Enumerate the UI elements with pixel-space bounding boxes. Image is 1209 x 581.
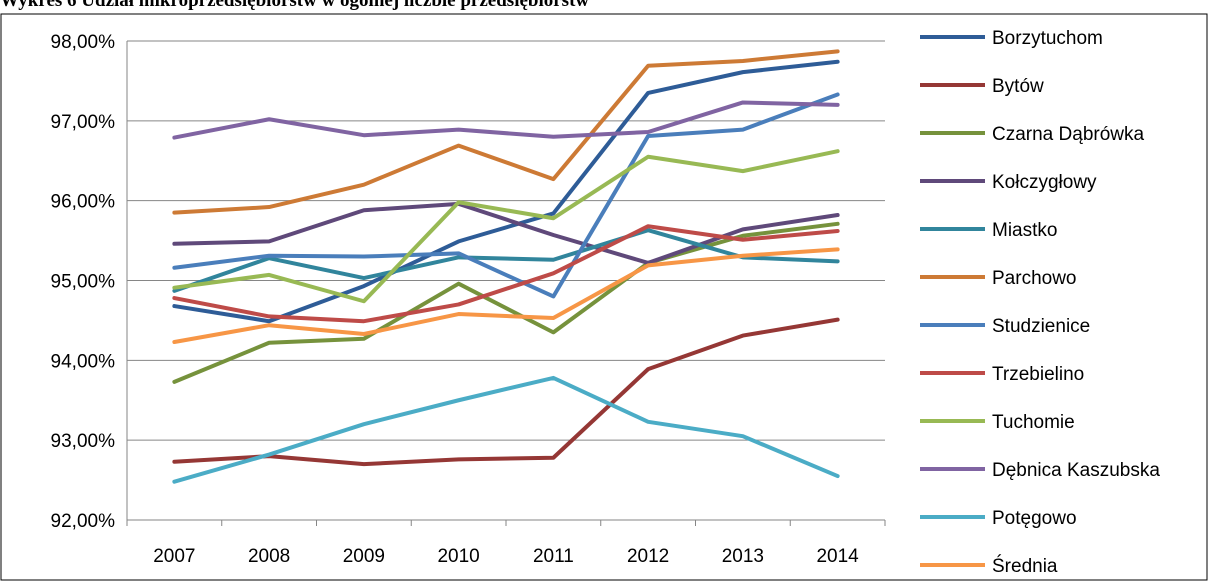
series-line <box>172 49 840 215</box>
series-line <box>172 59 840 324</box>
y-tick-label: 94,00% <box>51 351 116 372</box>
legend-label: Studzienice <box>992 316 1090 337</box>
legend-label: Parchowo <box>992 268 1077 289</box>
legend-label: Trzebielino <box>992 364 1084 385</box>
y-tick-label: 96,00% <box>51 192 116 213</box>
x-tick-label: 2010 <box>437 546 479 567</box>
series-line <box>172 201 840 265</box>
x-tick-label: 2011 <box>533 546 574 567</box>
chart-title: Wykres 6 Udział mikroprzedsiębiorstw w o… <box>0 0 589 11</box>
series-line <box>172 149 840 304</box>
series-line <box>172 247 840 344</box>
legend-label: Bytów <box>992 76 1044 97</box>
y-tick-label: 93,00% <box>51 431 116 452</box>
series-line <box>172 317 840 467</box>
series-line <box>172 100 840 140</box>
x-tick-label: 2013 <box>722 546 764 567</box>
series-line <box>172 224 840 324</box>
y-tick-label: 95,00% <box>51 272 116 293</box>
legend-label: Czarna Dąbrówka <box>992 124 1144 145</box>
x-tick-label: 2014 <box>816 546 859 567</box>
legend-label: Miastko <box>992 220 1057 241</box>
legend-label: Potęgowo <box>992 508 1077 529</box>
y-tick-label: 98,00% <box>51 32 116 53</box>
series-line <box>172 228 840 293</box>
legend-label: Średnia <box>992 555 1058 577</box>
legend-label: Kołczygłowy <box>992 172 1097 193</box>
y-tick-label: 92,00% <box>51 511 116 532</box>
x-tick-label: 2012 <box>627 546 669 567</box>
legend-label: Tuchomie <box>992 412 1075 433</box>
x-tick-label: 2008 <box>248 546 290 567</box>
x-tick-label: 2009 <box>343 546 385 567</box>
y-tick-label: 97,00% <box>51 112 116 133</box>
series-line <box>172 375 840 484</box>
series-line <box>172 92 840 299</box>
x-tick-label: 2007 <box>153 546 195 567</box>
series-line <box>172 221 840 384</box>
legend-label: Borzytuchom <box>992 28 1103 49</box>
legend-label: Dębnica Kaszubska <box>992 460 1160 481</box>
chart-frame <box>0 13 1208 581</box>
